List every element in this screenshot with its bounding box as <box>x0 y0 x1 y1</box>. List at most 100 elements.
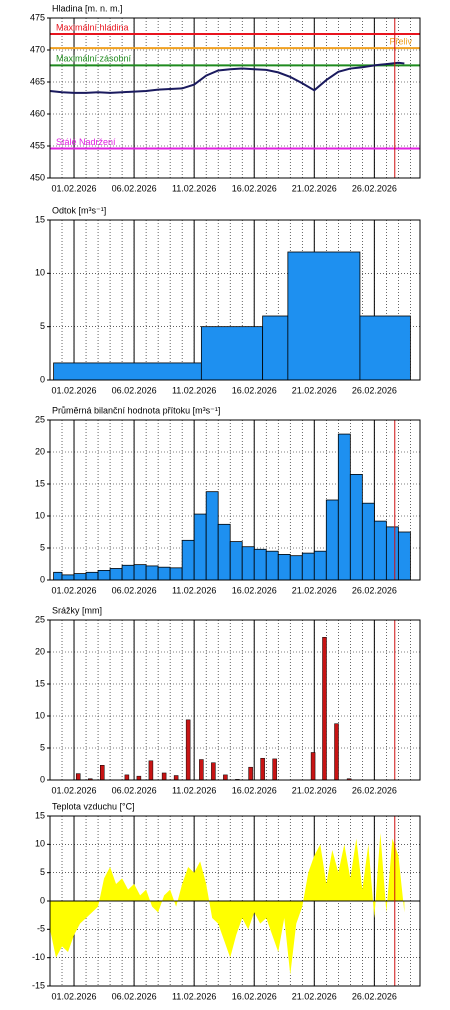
bar <box>223 774 228 781</box>
step-bar <box>121 564 135 581</box>
step-bar <box>53 571 63 581</box>
x-tick-label: 21.02.2026 <box>292 991 337 1001</box>
x-tick-label: 01.02.2026 <box>52 183 97 193</box>
step-bar <box>193 513 207 581</box>
y-tick-label: 10 <box>35 839 45 849</box>
chart-title: Srážky [mm] <box>52 605 102 615</box>
x-tick-label: 06.02.2026 <box>112 585 157 595</box>
x-tick-label: 21.02.2026 <box>292 585 337 595</box>
plot-frame <box>49 419 421 581</box>
bar <box>211 762 216 781</box>
y-tick-label: 25 <box>35 614 45 624</box>
plot-area <box>50 620 420 780</box>
y-tick-label: -5 <box>37 924 45 934</box>
step-bar <box>109 568 123 581</box>
x-tick-label: 16.02.2026 <box>232 585 277 595</box>
bar <box>272 758 277 781</box>
x-tick-label: 01.02.2026 <box>52 585 97 595</box>
step-bar <box>373 520 387 581</box>
y-tick-label: 5 <box>40 867 45 877</box>
x-tick-label: 26.02.2026 <box>352 785 397 795</box>
bar <box>161 772 167 781</box>
x-tick-label: 11.02.2026 <box>172 991 216 1001</box>
chart-title: Průměrná bilanční hodnota přítoku [m³s⁻¹… <box>52 405 220 415</box>
y-tick-label: 455 <box>30 140 45 150</box>
step-bar <box>205 491 219 581</box>
y-tick-label: 0 <box>40 374 45 384</box>
y-tick-label: 0 <box>40 574 45 584</box>
step-bar <box>313 550 327 581</box>
x-tick-label: 11.02.2026 <box>172 785 216 795</box>
y-tick-label: 20 <box>35 646 45 656</box>
y-tick-label: 20 <box>35 446 45 456</box>
step-bar <box>217 523 231 581</box>
bar <box>75 773 81 781</box>
x-tick-label: 16.02.2026 <box>232 183 277 193</box>
step-bar <box>241 546 255 581</box>
bar <box>136 775 142 781</box>
y-tick-label: 450 <box>30 172 45 182</box>
chart-title: Teplota vzduchu [°C] <box>52 801 135 811</box>
y-tick-label: 5 <box>40 742 45 752</box>
x-tick-label: 06.02.2026 <box>112 385 157 395</box>
step-bar <box>229 541 243 581</box>
step-bar <box>265 550 279 581</box>
bar <box>148 760 154 781</box>
bar <box>185 719 191 781</box>
y-tick-label: 470 <box>30 44 45 54</box>
y-tick-label: 465 <box>30 76 45 86</box>
y-tick-label: 10 <box>35 510 45 520</box>
step-bar <box>337 433 351 581</box>
step-bar <box>61 574 75 581</box>
bar <box>322 637 327 781</box>
plot-frame <box>49 17 421 179</box>
bar <box>199 759 204 781</box>
plot-frame <box>49 619 421 781</box>
step-bar <box>53 362 202 381</box>
step-bar <box>157 566 171 581</box>
y-tick-label: 5 <box>40 542 45 552</box>
level-line <box>49 61 405 94</box>
x-tick-label: 06.02.2026 <box>112 785 157 795</box>
step-bar <box>262 315 289 381</box>
step-bar <box>361 502 375 581</box>
bar <box>173 775 179 781</box>
x-tick-label: 01.02.2026 <box>52 385 97 395</box>
plot-frame <box>49 815 421 987</box>
reference-label: Přeliv <box>389 36 412 46</box>
y-tick-label: 0 <box>40 774 45 784</box>
x-tick-label: 01.02.2026 <box>52 991 97 1001</box>
step-bar <box>145 565 159 581</box>
x-tick-label: 26.02.2026 <box>352 991 397 1001</box>
y-tick-label: 5 <box>40 321 45 331</box>
y-tick-label: 15 <box>35 810 45 820</box>
x-tick-label: 21.02.2026 <box>292 183 337 193</box>
step-bar <box>325 499 339 581</box>
step-bar <box>169 567 183 581</box>
bar <box>334 723 339 781</box>
reference-label: Maximální zásobní <box>56 54 132 64</box>
x-tick-label: 06.02.2026 <box>112 991 157 1001</box>
chart-title: Odtok [m³s⁻¹] <box>52 205 106 215</box>
step-bar <box>349 473 363 581</box>
y-tick-label: 15 <box>35 678 45 688</box>
y-tick-label: 15 <box>35 478 45 488</box>
reference-label: Maximální hladina <box>56 22 129 32</box>
y-tick-label: 10 <box>35 268 45 278</box>
step-bar <box>289 555 303 581</box>
x-tick-label: 21.02.2026 <box>292 785 337 795</box>
x-tick-label: 01.02.2026 <box>52 785 97 795</box>
y-tick-label: 475 <box>30 12 45 22</box>
x-tick-label: 26.02.2026 <box>352 585 397 595</box>
bar <box>260 757 265 781</box>
y-tick-label: -10 <box>32 952 45 962</box>
x-tick-label: 26.02.2026 <box>352 385 397 395</box>
step-bar <box>385 526 399 581</box>
x-tick-label: 21.02.2026 <box>292 385 337 395</box>
step-bar <box>181 539 195 581</box>
y-tick-label: 25 <box>35 414 45 424</box>
bar <box>248 766 253 781</box>
step-bar <box>301 552 315 581</box>
step-bar <box>200 326 264 381</box>
